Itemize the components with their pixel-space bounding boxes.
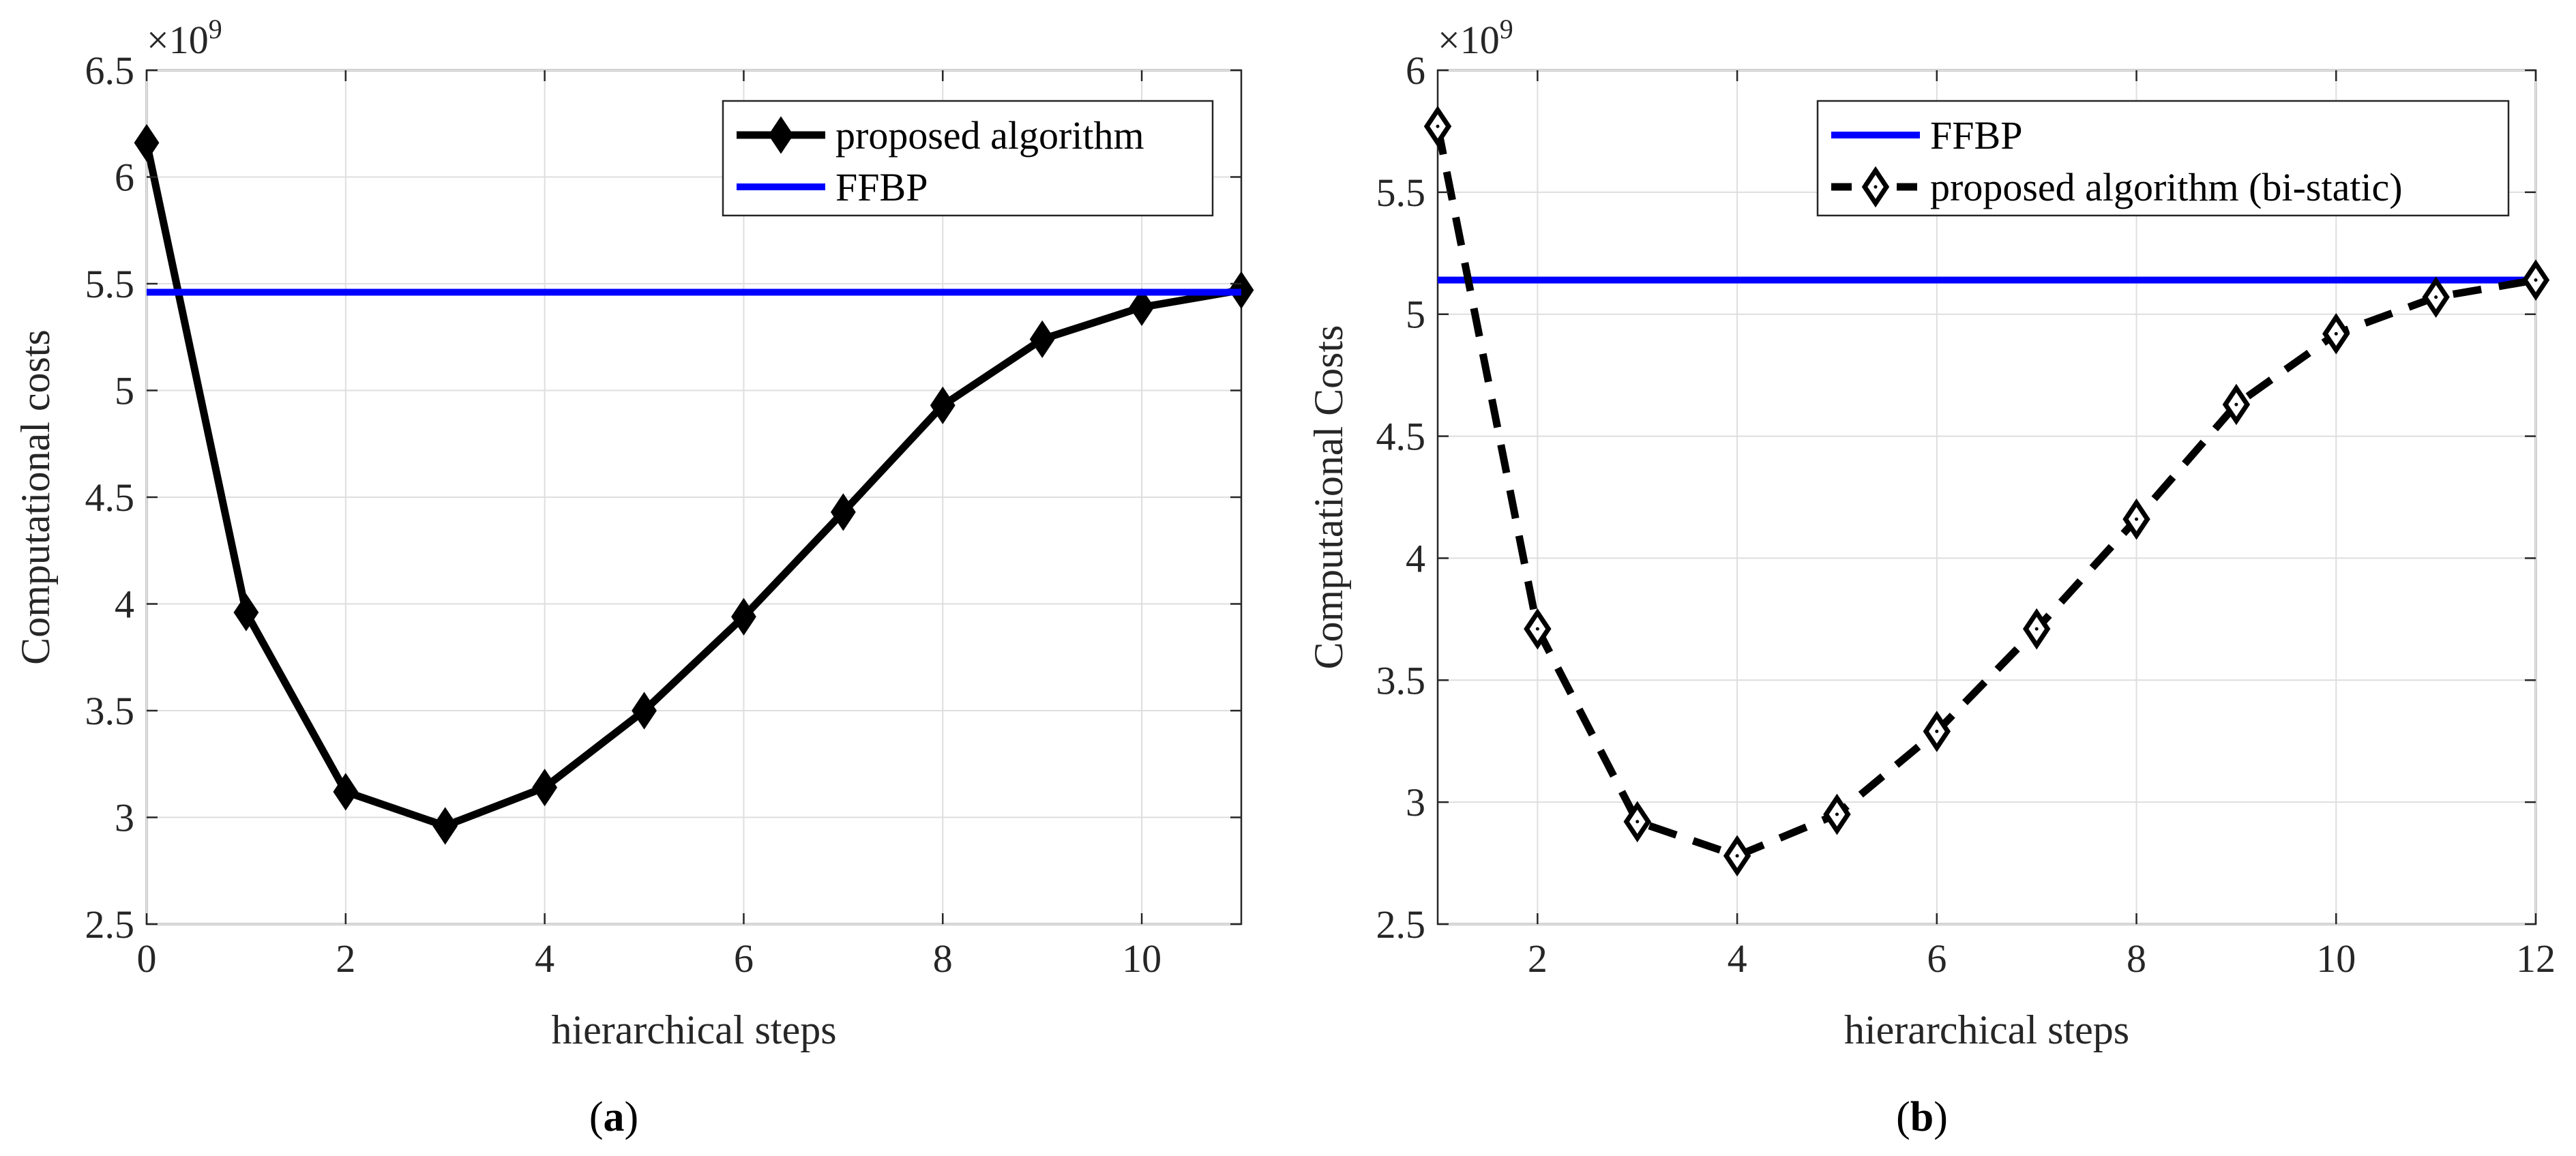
x-tick-label: 0 bbox=[137, 936, 157, 981]
x-tick-label: 4 bbox=[1728, 936, 1747, 981]
x-tick-label: 4 bbox=[535, 936, 554, 981]
data-point bbox=[731, 597, 756, 636]
y-tick-label: 4.5 bbox=[1376, 415, 1426, 459]
x-tick-label: 6 bbox=[734, 936, 754, 981]
exponent-base: ×10 bbox=[1438, 18, 1500, 62]
exponent-power: 9 bbox=[209, 14, 222, 44]
y-tick-label: 5 bbox=[115, 369, 134, 413]
data-point bbox=[1029, 320, 1055, 358]
data-point bbox=[632, 692, 657, 730]
legend: proposed algorithm FFBP bbox=[722, 100, 1214, 217]
y-tick-label: 4 bbox=[115, 582, 134, 627]
y-tick-label: 5.5 bbox=[85, 262, 135, 306]
data-point-center bbox=[1835, 812, 1839, 816]
chart-a: 0 2 4 6 8 10 2.5 3 3.5 4 4.5 5 5.5 6 6.5 hierarchical … bbox=[13, 14, 1254, 1052]
data-point-center bbox=[1874, 185, 1878, 189]
data-point-center bbox=[1735, 854, 1739, 858]
y-tick-label: 5.5 bbox=[1376, 171, 1426, 215]
tick-labels-b: 2 4 6 8 10 12 2.5 3 3.5 4 4.5 5 5.5 6 bbox=[1376, 48, 2556, 981]
y-tick-label: 2.5 bbox=[85, 902, 135, 947]
data-point-center bbox=[2534, 278, 2538, 282]
data-point-center bbox=[1436, 124, 1440, 128]
x-tick-label: 6 bbox=[1927, 936, 1946, 981]
y-tick-label: 6 bbox=[115, 155, 134, 200]
tick-labels-a: 0 2 4 6 8 10 2.5 3 3.5 4 4.5 5 5.5 6 6.5 bbox=[85, 48, 1241, 981]
x-axis-label: hierarchical steps bbox=[1844, 1007, 2129, 1052]
data-point-center bbox=[1635, 820, 1640, 824]
data-point bbox=[930, 386, 956, 425]
data-point-center bbox=[2334, 331, 2338, 336]
series-layer-a bbox=[134, 123, 1254, 845]
series-layer-b bbox=[1423, 105, 2550, 877]
y-tick-label: 3 bbox=[115, 796, 134, 840]
data-point-center bbox=[1935, 729, 1939, 733]
y-tick-label: 4.5 bbox=[85, 475, 135, 520]
legend-box bbox=[722, 100, 1214, 217]
x-tick-label: 10 bbox=[1122, 936, 1161, 981]
legend-label: FFBP bbox=[835, 165, 928, 209]
y-exponent-label: ×109 bbox=[1438, 14, 1513, 63]
legend-swatch-1 bbox=[1831, 166, 1920, 208]
y-axis-label: Computational costs bbox=[13, 329, 58, 665]
legend-label: proposed algorithm (bi-static) bbox=[1930, 165, 2403, 209]
y-tick-label: 3 bbox=[1406, 780, 1425, 825]
x-tick-label: 10 bbox=[2316, 936, 2356, 981]
grid-a bbox=[146, 70, 1241, 925]
data-point bbox=[333, 773, 359, 811]
y-tick-label: 6.5 bbox=[85, 48, 135, 93]
y-tick-label: 5 bbox=[1406, 293, 1425, 337]
panel-label-a: (a) bbox=[589, 1094, 638, 1140]
legend-label: proposed algorithm bbox=[835, 113, 1144, 158]
data-point-center bbox=[1535, 627, 1539, 631]
y-axis-label: Computational Costs bbox=[1306, 325, 1351, 669]
data-point bbox=[768, 116, 794, 154]
data-point bbox=[532, 769, 558, 807]
data-point-center bbox=[2034, 627, 2039, 631]
x-tick-label: 12 bbox=[2516, 936, 2556, 981]
exponent-base: ×10 bbox=[147, 18, 209, 62]
y-tick-label: 2.5 bbox=[1376, 902, 1426, 947]
data-point bbox=[134, 123, 160, 162]
x-axis-label: hierarchical steps bbox=[551, 1007, 836, 1052]
series-line-0 bbox=[143, 142, 1242, 830]
data-point-center bbox=[2135, 517, 2139, 521]
data-point-center bbox=[2234, 402, 2238, 406]
data-point bbox=[830, 493, 856, 531]
x-tick-label: 8 bbox=[933, 936, 953, 981]
legend: FFBP proposed algorithm (bi-static) bbox=[1816, 100, 2510, 217]
legend-swatch-0 bbox=[737, 116, 825, 154]
legend-label: FFBP bbox=[1930, 113, 2022, 158]
legend-box bbox=[1816, 100, 2510, 217]
y-exponent-label: ×109 bbox=[147, 14, 222, 63]
x-tick-label: 2 bbox=[1528, 936, 1548, 981]
y-tick-label: 3.5 bbox=[1376, 658, 1426, 702]
x-tick-label: 8 bbox=[2127, 936, 2146, 981]
y-tick-label: 3.5 bbox=[85, 689, 135, 733]
y-tick-label: 4 bbox=[1406, 536, 1425, 580]
exponent-power: 9 bbox=[1500, 14, 1513, 44]
x-tick-label: 2 bbox=[336, 936, 355, 981]
data-point bbox=[1129, 288, 1155, 327]
y-tick-label: 6 bbox=[1406, 48, 1425, 93]
panel-label-b: (b) bbox=[1896, 1094, 1948, 1140]
data-point-center bbox=[2434, 295, 2438, 299]
data-point bbox=[432, 807, 458, 845]
chart-b: 2 4 6 8 10 12 2.5 3 3.5 4 4.5 5 5.5 6 hierarchical st… bbox=[1306, 14, 2556, 1053]
data-point bbox=[233, 593, 259, 632]
